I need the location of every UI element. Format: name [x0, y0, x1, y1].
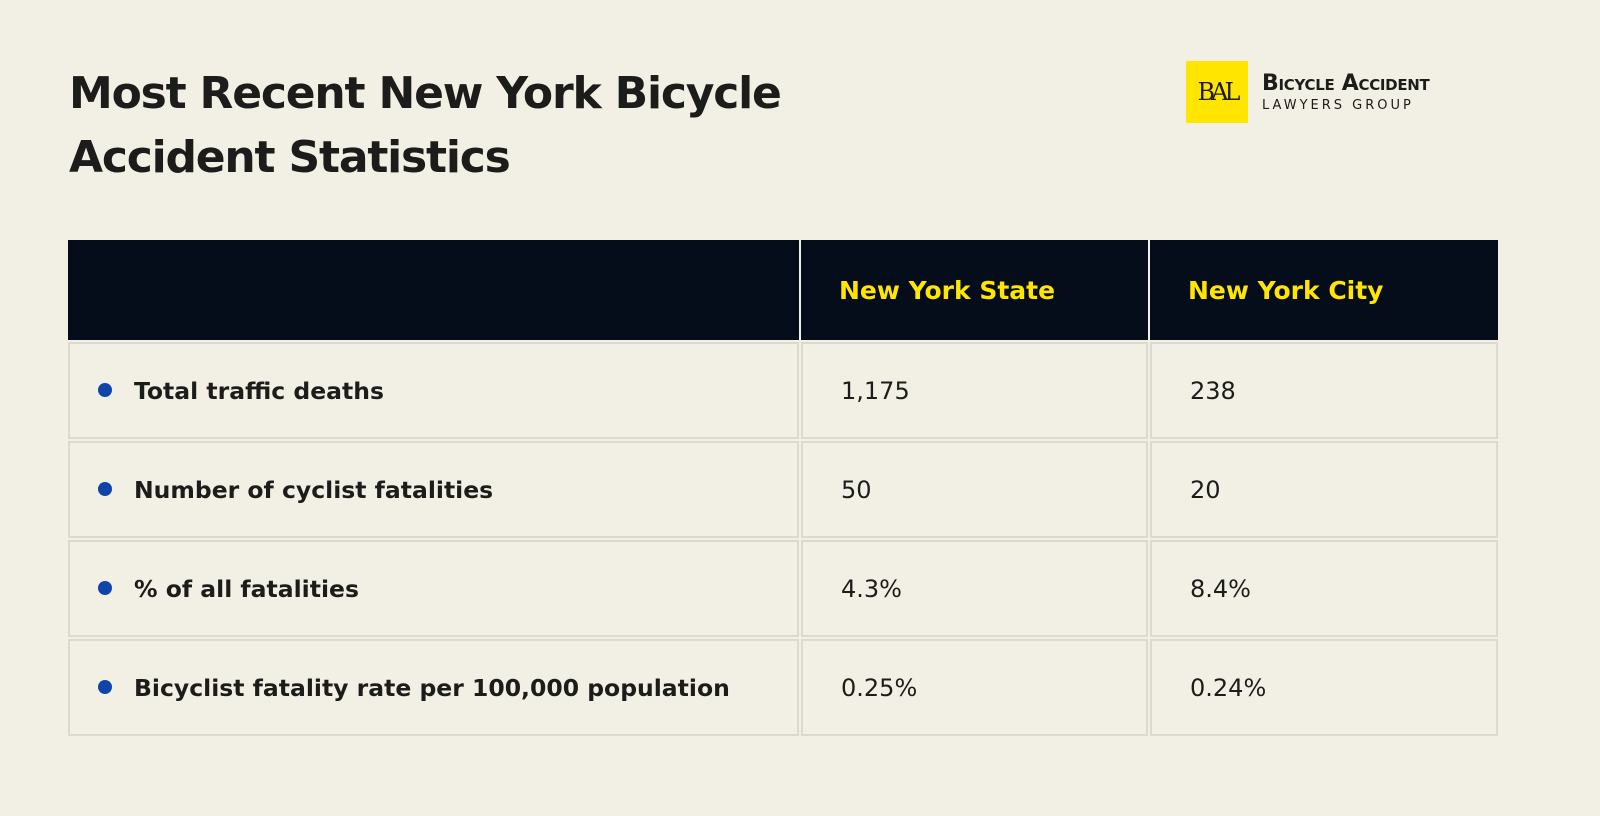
table-header-row: New York State New York City: [68, 240, 1498, 340]
row-label: Bicyclist fatality rate per 100,000 popu…: [134, 673, 730, 702]
header-empty: [68, 240, 799, 340]
city-value: 20: [1150, 441, 1498, 538]
city-value: 8.4%: [1150, 540, 1498, 637]
row-label: % of all fatalities: [134, 574, 359, 603]
header-new-york-city: New York City: [1150, 240, 1498, 340]
logo: BAL Bicycle Accident LAWYERS GROUP: [1186, 61, 1430, 123]
header-new-york-state: New York State: [801, 240, 1148, 340]
row-label: Number of cyclist fatalities: [134, 475, 494, 504]
row-label: Total traffic deaths: [134, 376, 384, 405]
table-row: Bicyclist fatality rate per 100,000 popu…: [68, 639, 1498, 736]
statistics-table: New York State New York City Total traff…: [66, 238, 1500, 738]
state-value: 0.25%: [801, 639, 1148, 736]
bullet-icon: [98, 482, 112, 496]
bullet-icon: [98, 581, 112, 595]
page-title: Most Recent New York Bicycle Accident St…: [69, 68, 782, 183]
state-value: 50: [801, 441, 1148, 538]
logo-sub-text: LAWYERS GROUP: [1262, 98, 1414, 113]
logo-main-text: Bicycle Accident: [1262, 71, 1430, 96]
bullet-icon: [98, 383, 112, 397]
city-value: 238: [1150, 342, 1498, 439]
state-value: 1,175: [801, 342, 1148, 439]
state-value: 4.3%: [801, 540, 1148, 637]
table-row: % of all fatalities 4.3% 8.4%: [68, 540, 1498, 637]
bullet-icon: [98, 680, 112, 694]
city-value: 0.24%: [1150, 639, 1498, 736]
logo-mark-icon: BAL: [1186, 61, 1248, 123]
table-row: Total traffic deaths 1,175 238: [68, 342, 1498, 439]
table-row: Number of cyclist fatalities 50 20: [68, 441, 1498, 538]
